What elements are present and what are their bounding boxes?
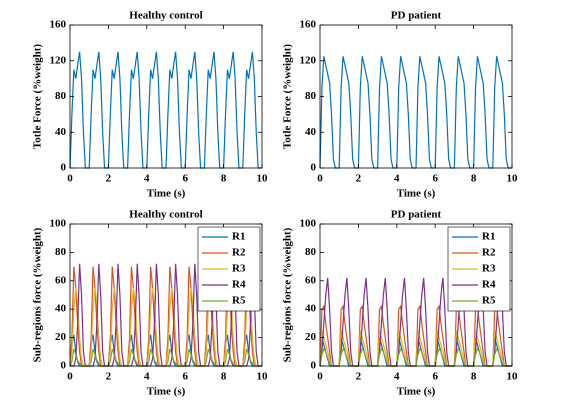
x-tick-label: 2	[356, 173, 362, 185]
chart-title: Healthy control	[129, 10, 202, 22]
y-tick-label: 160	[50, 19, 67, 31]
y-tick-label: 40	[305, 303, 317, 315]
x-tick-label: 2	[106, 371, 112, 383]
x-tick-label: 4	[144, 173, 150, 185]
legend-label: R1	[232, 231, 245, 243]
chart-title: PD patient	[391, 10, 442, 22]
x-tick-label: 0	[67, 371, 73, 383]
x-tick-label: 4	[144, 371, 150, 383]
chart-title: PD patient	[391, 209, 442, 221]
legend-label: R1	[482, 231, 495, 243]
x-axis-label: Time (s)	[147, 188, 186, 200]
x-tick-label: 6	[432, 173, 438, 185]
x-tick-label: 10	[257, 371, 269, 383]
chart-title: Healthy control	[129, 209, 202, 221]
y-tick-label: 160	[300, 19, 317, 31]
x-axis-label: Time (s)	[147, 386, 186, 398]
legend-label: R3	[482, 263, 496, 275]
y-tick-label: 0	[61, 162, 67, 174]
x-tick-label: 2	[106, 173, 112, 185]
y-axis-label: Totle Force (%weight)	[32, 44, 44, 149]
x-axis-label: Time (s)	[397, 188, 436, 200]
x-tick-label: 0	[67, 173, 73, 185]
legend-label: R2	[232, 247, 246, 259]
x-tick-label: 8	[471, 371, 477, 383]
legend-label: R2	[482, 247, 496, 259]
y-axis-label: Sub-regions force (%weight)	[282, 227, 294, 362]
axes-box	[69, 24, 263, 169]
legend-label: R5	[232, 295, 246, 307]
x-tick-label: 8	[221, 371, 227, 383]
x-tick-label: 6	[182, 173, 188, 185]
y-tick-label: 100	[50, 218, 67, 230]
legend-label: R5	[482, 295, 496, 307]
data-line	[319, 56, 512, 169]
y-tick-label: 0	[61, 360, 67, 372]
y-tick-label: 20	[305, 331, 317, 343]
y-tick-label: 80	[305, 90, 317, 102]
x-axis-label: Time (s)	[397, 386, 436, 398]
x-tick-label: 10	[507, 371, 519, 383]
y-axis-label: Sub-regions force (%weight)	[32, 227, 44, 362]
y-tick-label: 80	[55, 90, 67, 102]
x-tick-label: 8	[471, 173, 477, 185]
y-axis-label: Totle Force (%weight)	[282, 44, 294, 149]
y-tick-label: 120	[50, 54, 67, 66]
axes-box	[319, 223, 513, 367]
x-tick-label: 6	[182, 371, 188, 383]
x-tick-label: 2	[356, 371, 362, 383]
x-tick-label: 8	[221, 173, 227, 185]
y-tick-label: 80	[55, 246, 67, 258]
y-tick-label: 40	[305, 126, 317, 138]
y-tick-label: 100	[300, 218, 317, 230]
legend-label: R4	[482, 279, 496, 291]
y-tick-label: 60	[305, 274, 317, 286]
legend-label: R3	[232, 263, 246, 275]
x-tick-label: 0	[317, 371, 323, 383]
y-tick-label: 40	[55, 303, 67, 315]
y-tick-label: 0	[311, 360, 317, 372]
y-tick-label: 80	[305, 246, 317, 258]
x-tick-label: 4	[394, 173, 400, 185]
y-tick-label: 0	[311, 162, 317, 174]
data-line	[69, 51, 262, 169]
x-tick-label: 4	[394, 371, 400, 383]
y-tick-label: 60	[55, 274, 67, 286]
x-tick-label: 0	[317, 173, 323, 185]
y-tick-label: 20	[55, 331, 67, 343]
x-tick-label: 6	[432, 371, 438, 383]
x-tick-label: 10	[257, 173, 269, 185]
y-tick-label: 40	[55, 126, 67, 138]
axes-box	[69, 223, 263, 367]
legend-label: R4	[232, 279, 246, 291]
x-tick-label: 10	[507, 173, 519, 185]
y-tick-label: 120	[300, 54, 317, 66]
